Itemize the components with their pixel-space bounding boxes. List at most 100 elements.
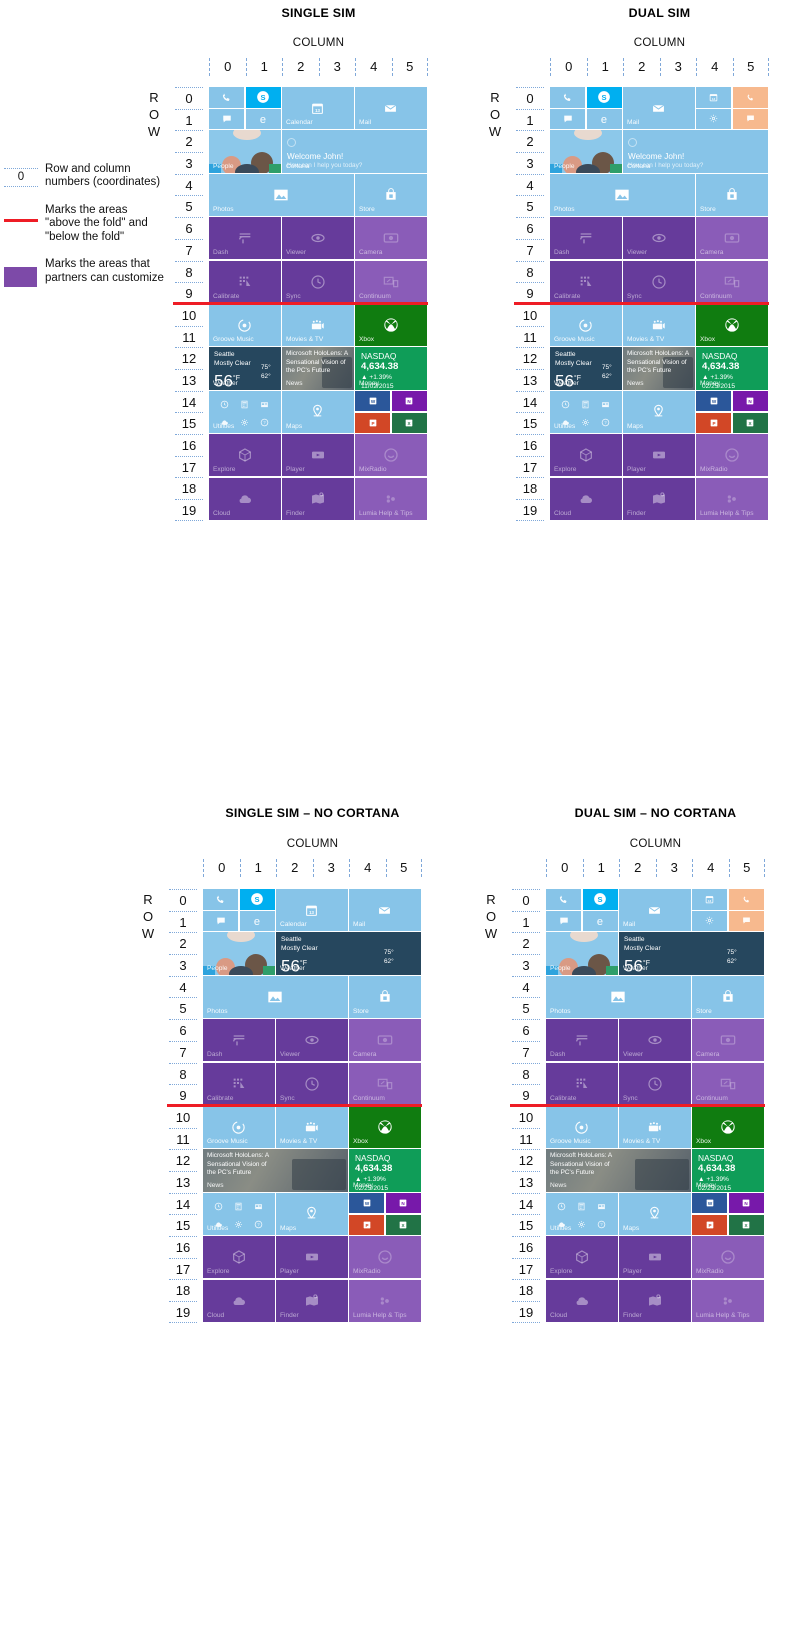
tile-lumia-help[interactable]: Lumia Help & Tips — [349, 1279, 421, 1322]
tile-cloud[interactable]: Cloud — [203, 1279, 275, 1322]
tile-dash[interactable]: Dash — [546, 1019, 618, 1062]
tile-money[interactable]: NASDAQ 4,634.38 ▲ +1.39% 02/25/2015 Money — [349, 1149, 421, 1192]
tile-phone[interactable] — [550, 87, 586, 108]
tile-powerpoint[interactable]: P — [696, 412, 732, 433]
tile-cortana[interactable]: Welcome John! How can I help you today? Co… — [282, 130, 427, 173]
tile-camera[interactable]: Camera — [692, 1019, 764, 1062]
tile-mixradio[interactable]: MixRadio — [349, 1236, 421, 1279]
tile-sync[interactable]: Sync — [619, 1062, 691, 1105]
tile-sim2-messaging[interactable] — [728, 910, 764, 932]
tile-player[interactable]: Player — [282, 434, 354, 477]
tile-calendar[interactable]: 13 Calendar — [276, 889, 348, 932]
tile-powerpoint[interactable]: P — [349, 1214, 385, 1235]
tile-mixradio[interactable]: MixRadio — [696, 434, 768, 477]
tile-sim2-phone[interactable] — [728, 889, 764, 910]
tile-dash[interactable]: Dash — [209, 217, 281, 260]
tile-player[interactable]: Player — [623, 434, 695, 477]
tile-calibrate[interactable]: Calibrate — [550, 260, 622, 303]
tile-excel[interactable]: X — [391, 412, 427, 433]
tile-xbox[interactable]: Xbox — [355, 304, 427, 347]
tile-onenote[interactable]: N — [732, 390, 768, 412]
tile-camera[interactable]: Camera — [355, 217, 427, 260]
tile-sync[interactable]: Sync — [282, 260, 354, 303]
tile-sim-calendar[interactable]: 13 — [696, 87, 732, 108]
tile-skype[interactable]: S — [239, 889, 275, 910]
tile-sim-calendar[interactable]: 13 — [692, 889, 728, 910]
tile-mail[interactable]: Mail — [623, 87, 695, 130]
tile-viewer[interactable]: Viewer — [276, 1019, 348, 1062]
tile-skype[interactable]: S — [586, 87, 622, 108]
tile-weather[interactable]: Seattle Mostly Clear 56°F 75° 62° Weather — [209, 347, 281, 390]
tile-sync[interactable]: Sync — [623, 260, 695, 303]
tile-camera[interactable]: Camera — [696, 217, 768, 260]
tile-onenote[interactable]: N — [728, 1192, 764, 1214]
tile-news[interactable]: Microsoft HoloLens: A Sensational Vision… — [623, 347, 695, 390]
tile-excel[interactable]: X — [385, 1214, 421, 1235]
tile-maps[interactable]: Maps — [623, 390, 695, 433]
tile-people[interactable]: People — [203, 932, 275, 975]
tile-viewer[interactable]: Viewer — [619, 1019, 691, 1062]
tile-player[interactable]: Player — [276, 1236, 348, 1279]
tile-sim-settings[interactable] — [692, 910, 728, 932]
tile-calendar[interactable]: 13 Calendar — [282, 87, 354, 130]
tile-word[interactable]: W — [696, 390, 732, 412]
tile-explore[interactable]: Explore — [203, 1236, 275, 1279]
tile-store[interactable]: Store — [692, 975, 764, 1018]
tile-movies-tv[interactable]: Movies & TV — [623, 304, 695, 347]
tile-onenote[interactable]: N — [391, 390, 427, 412]
tile-finder[interactable]: Finder — [282, 477, 354, 520]
tile-xbox[interactable]: Xbox — [349, 1106, 421, 1149]
tile-explore[interactable]: Explore — [550, 434, 622, 477]
tile-mixradio[interactable]: MixRadio — [692, 1236, 764, 1279]
tile-sim2-messaging[interactable] — [732, 108, 768, 130]
tile-cloud[interactable]: Cloud — [546, 1279, 618, 1322]
tile-edge[interactable]: e — [239, 910, 275, 932]
tile-continuum[interactable]: Continuum — [355, 260, 427, 303]
tile-messaging[interactable] — [203, 910, 239, 932]
tile-calibrate[interactable]: Calibrate — [209, 260, 281, 303]
tile-people[interactable]: People — [546, 932, 618, 975]
tile-dash[interactable]: Dash — [203, 1019, 275, 1062]
tile-edge[interactable]: e — [586, 108, 622, 130]
tile-people[interactable]: People — [209, 130, 281, 173]
tile-word[interactable]: W — [355, 390, 391, 412]
tile-photos[interactable]: Photos — [209, 173, 354, 216]
tile-money[interactable]: NASDAQ 4,634.38 ▲ +1.39% 02/25/2015 Money — [692, 1149, 764, 1192]
tile-mixradio[interactable]: MixRadio — [355, 434, 427, 477]
tile-player[interactable]: Player — [619, 1236, 691, 1279]
tile-news-wide[interactable]: Microsoft HoloLens: A Sensational Vision… — [203, 1149, 348, 1192]
tile-groove-music[interactable]: Groove Music — [203, 1106, 275, 1149]
tile-weather[interactable]: Seattle Mostly Clear 56°F 75° 62° Weather — [550, 347, 622, 390]
tile-photos[interactable]: Photos — [203, 975, 348, 1018]
tile-explore[interactable]: Explore — [209, 434, 281, 477]
tile-cortana[interactable]: Welcome John! How can I help you today? Co… — [623, 130, 768, 173]
tile-mail[interactable]: Mail — [619, 889, 691, 932]
tile-maps[interactable]: Maps — [282, 390, 354, 433]
tile-sync[interactable]: Sync — [276, 1062, 348, 1105]
tile-lumia-help[interactable]: Lumia Help & Tips — [696, 477, 768, 520]
tile-calibrate[interactable]: Calibrate — [203, 1062, 275, 1105]
tile-maps[interactable]: Maps — [619, 1192, 691, 1235]
tile-calibrate[interactable]: Calibrate — [546, 1062, 618, 1105]
tile-movies-tv[interactable]: Movies & TV — [619, 1106, 691, 1149]
tile-edge[interactable]: e — [245, 108, 281, 130]
tile-powerpoint[interactable]: P — [355, 412, 391, 433]
tile-skype[interactable]: S — [582, 889, 618, 910]
tile-phone[interactable] — [546, 889, 582, 910]
tile-skype[interactable]: S — [245, 87, 281, 108]
tile-viewer[interactable]: Viewer — [282, 217, 354, 260]
tile-lumia-help[interactable]: Lumia Help & Tips — [692, 1279, 764, 1322]
tile-movies-tv[interactable]: Movies & TV — [276, 1106, 348, 1149]
tile-people[interactable]: People — [550, 130, 622, 173]
tile-mail[interactable]: Mail — [349, 889, 421, 932]
tile-camera[interactable]: Camera — [349, 1019, 421, 1062]
tile-store[interactable]: Store — [355, 173, 427, 216]
tile-xbox[interactable]: Xbox — [692, 1106, 764, 1149]
tile-finder[interactable]: Finder — [619, 1279, 691, 1322]
tile-store[interactable]: Store — [696, 173, 768, 216]
tile-lumia-help[interactable]: Lumia Help & Tips — [355, 477, 427, 520]
tile-maps[interactable]: Maps — [276, 1192, 348, 1235]
tile-photos[interactable]: Photos — [550, 173, 695, 216]
tile-messaging[interactable] — [546, 910, 582, 932]
